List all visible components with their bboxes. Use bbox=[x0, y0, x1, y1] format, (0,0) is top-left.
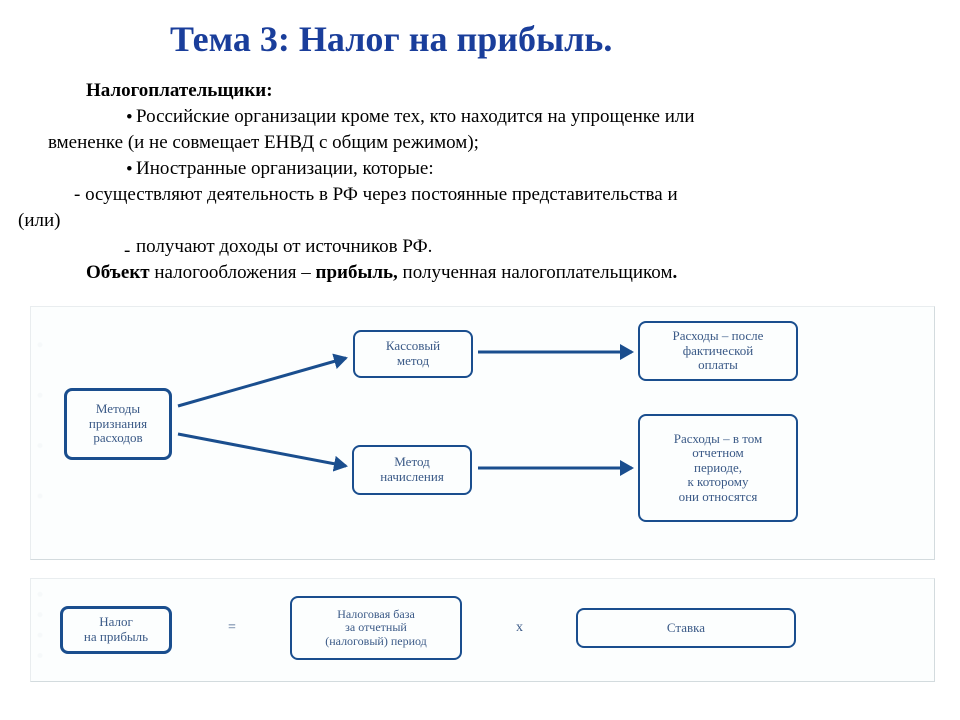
diagram-box-label: Ставка bbox=[667, 621, 705, 636]
diagram-box-label: Налоговая базаза отчетный(налоговый) пер… bbox=[325, 608, 427, 648]
diagram-arrow bbox=[178, 358, 346, 406]
diagram-box-label: Налогна прибыль bbox=[84, 615, 148, 644]
diagram-box-label: Методыпризнаниярасходов bbox=[89, 402, 147, 446]
formula-operator: x bbox=[516, 620, 523, 636]
diagram-box: Расходы – в томотчетномпериоде,к котором… bbox=[638, 414, 798, 522]
diagram-box-label: Расходы – послефактическойоплаты bbox=[673, 329, 764, 373]
diagram-box: Ставка bbox=[576, 608, 796, 648]
formula-operator: = bbox=[228, 620, 236, 636]
diagram-box: Кассовыйметод bbox=[353, 330, 473, 378]
diagram-box-label: Кассовыйметод bbox=[386, 339, 440, 368]
slide-root: Тема 3: Налог на прибыль. Налогоплательщ… bbox=[0, 0, 960, 720]
diagram-box: Налогна прибыль bbox=[60, 606, 172, 654]
diagram-box: Налоговая базаза отчетный(налоговый) пер… bbox=[290, 596, 462, 660]
diagram-box: Расходы – послефактическойоплаты bbox=[638, 321, 798, 381]
diagram-box: Методыпризнаниярасходов bbox=[64, 388, 172, 460]
diagram-box-label: Методначисления bbox=[380, 455, 444, 484]
diagram-box-label: Расходы – в томотчетномпериоде,к котором… bbox=[674, 432, 762, 505]
diagram-box: Методначисления bbox=[352, 445, 472, 495]
diagram-arrow bbox=[178, 434, 346, 466]
